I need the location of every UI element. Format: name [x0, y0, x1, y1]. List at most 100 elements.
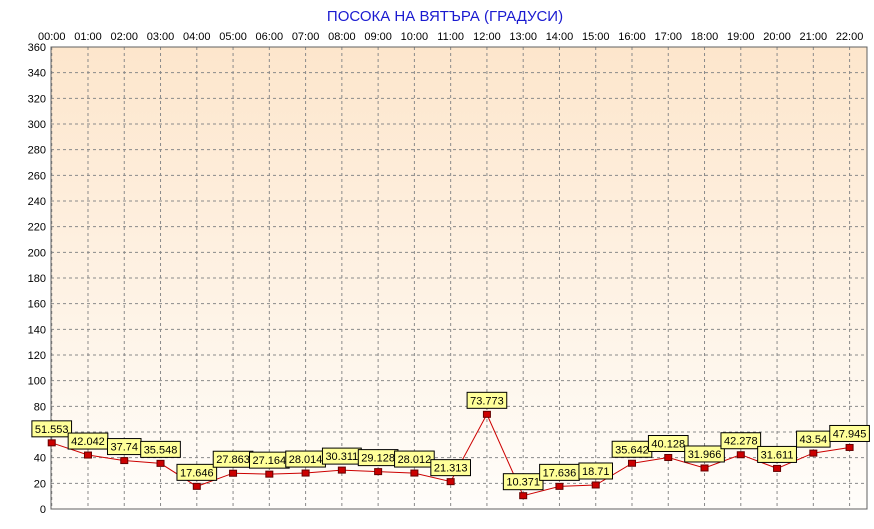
- x-tick-label: 12:00: [473, 31, 501, 43]
- data-point: [627, 459, 636, 467]
- data-point: [809, 449, 818, 457]
- data-label-text: 51.553: [35, 424, 69, 436]
- x-axis-ticks: 00:00 01:00 02:00 03:00 04:00 05:00 06:00 07:00…: [38, 31, 863, 43]
- data-label-text: 35.642: [615, 444, 649, 456]
- data-label-text: 27.164: [252, 455, 286, 467]
- data-point: [337, 466, 346, 474]
- data-point: [120, 457, 129, 465]
- y-tick-label: 120: [28, 350, 46, 362]
- data-label: 18.71: [578, 462, 613, 480]
- data-label: 35.548: [140, 440, 181, 458]
- x-tick-label: 00:00: [38, 31, 66, 43]
- series-markers: [47, 410, 854, 500]
- x-tick-label: 09:00: [364, 31, 392, 43]
- x-tick-label: 19:00: [727, 31, 755, 43]
- x-tick-label: 17:00: [654, 31, 682, 43]
- data-label-box: [466, 391, 508, 409]
- data-label: 29.128: [357, 449, 399, 467]
- data-label-text: 42.042: [71, 436, 105, 448]
- data-label: 40.128: [647, 435, 689, 453]
- data-label-text: 35.548: [144, 444, 178, 456]
- data-label-text: 40.128: [651, 439, 685, 451]
- x-tick-label: 15:00: [582, 31, 610, 43]
- data-label-box: [502, 473, 544, 491]
- data-point: [410, 469, 419, 477]
- y-axis-ticks: 0204060801001201401601802002202402602803…: [28, 42, 46, 516]
- y-tick-label: 220: [28, 222, 46, 234]
- y-tick-label: 240: [28, 196, 46, 208]
- data-label: 47.945: [829, 424, 870, 442]
- data-point: [83, 451, 92, 459]
- data-label: 28.014: [285, 450, 326, 468]
- data-point: [301, 469, 310, 477]
- data-label-box: [720, 432, 762, 450]
- data-label: 17.636: [539, 463, 580, 481]
- data-label-text: 73.773: [470, 395, 504, 407]
- data-label-text: 43.54: [800, 434, 828, 446]
- plot-frame: [50, 46, 868, 510]
- data-label-text: 17.646: [180, 467, 214, 479]
- data-label: 27.863: [212, 450, 254, 468]
- data-label-box: [684, 445, 725, 463]
- x-tick-label: 16:00: [618, 31, 646, 43]
- data-label-text: 29.128: [361, 453, 395, 465]
- y-tick-label: 180: [28, 273, 46, 285]
- data-label: 21.313: [430, 459, 471, 477]
- data-label-text: 37.74: [110, 442, 138, 454]
- data-point: [482, 410, 491, 418]
- data-label-text: 10.371: [506, 477, 540, 489]
- y-tick-label: 360: [28, 42, 46, 54]
- data-point: [229, 469, 238, 477]
- data-label: 37.74: [106, 438, 142, 456]
- data-label-box: [394, 450, 435, 468]
- data-point: [519, 492, 528, 500]
- data-point: [773, 464, 782, 472]
- data-point: [845, 443, 854, 451]
- x-tick-label: 01:00: [74, 31, 102, 43]
- data-label: 35.642: [611, 440, 653, 458]
- data-label-text: 17.636: [543, 467, 577, 479]
- data-label-text: 21.313: [434, 463, 468, 475]
- x-tick-label: 05:00: [219, 31, 247, 43]
- y-tick-label: 40: [34, 453, 46, 465]
- y-tick-label: 100: [28, 376, 46, 388]
- y-tick-label: 300: [28, 119, 46, 131]
- data-point: [700, 464, 709, 472]
- grid-layer: [51, 47, 867, 509]
- data-label: 28.012: [394, 450, 435, 468]
- data-point: [555, 482, 564, 490]
- data-label-box: [430, 459, 471, 477]
- x-tick-label: 20:00: [763, 31, 791, 43]
- data-label-text: 28.012: [398, 454, 432, 466]
- x-tick-label: 08:00: [328, 31, 356, 43]
- y-tick-label: 340: [28, 68, 46, 80]
- data-label-box: [578, 462, 613, 480]
- y-tick-label: 260: [28, 170, 46, 182]
- data-label: 10.371: [502, 473, 544, 491]
- data-label: 31.966: [684, 445, 725, 463]
- data-label-text: 31.611: [761, 449, 794, 461]
- data-label: 30.311: [321, 447, 362, 465]
- data-label-text: 30.311: [325, 451, 358, 463]
- data-label-text: 42.278: [724, 436, 758, 448]
- y-tick-label: 200: [28, 247, 46, 259]
- data-label: 31.611: [757, 445, 797, 463]
- data-label-text: 18.71: [582, 466, 610, 478]
- data-point: [446, 478, 455, 486]
- data-label-box: [829, 424, 870, 442]
- data-point: [591, 481, 600, 489]
- data-label: 42.278: [720, 432, 762, 450]
- data-label-box: [757, 445, 797, 463]
- data-label-box: [176, 463, 218, 481]
- x-tick-label: 21:00: [800, 31, 828, 43]
- data-label-text: 28.014: [289, 454, 323, 466]
- data-point: [156, 459, 165, 467]
- data-point: [47, 439, 56, 447]
- y-tick-label: 320: [28, 93, 46, 105]
- data-label: 27.164: [248, 451, 290, 469]
- data-label-text: 27.863: [216, 454, 250, 466]
- data-label-box: [31, 420, 73, 438]
- data-point: [192, 482, 201, 490]
